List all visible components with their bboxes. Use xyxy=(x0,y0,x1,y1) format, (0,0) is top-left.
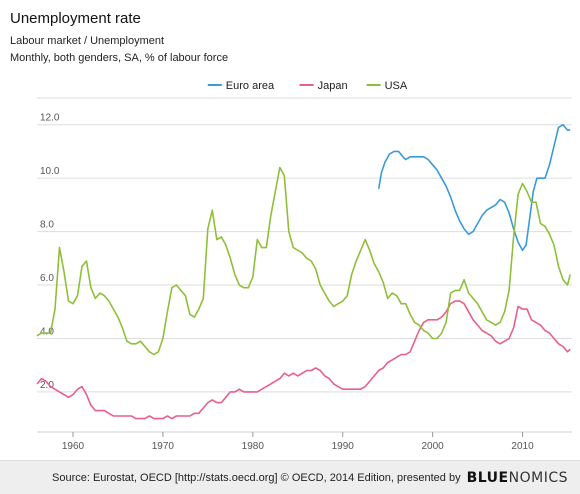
x-tick-label: 1990 xyxy=(332,441,355,452)
x-tick-label: 2010 xyxy=(511,441,534,452)
legend-label-usa: USA xyxy=(385,80,408,92)
x-tick-label: 2000 xyxy=(422,441,445,452)
x-tick-label: 1960 xyxy=(62,441,85,452)
brand-logo-bold: BLUE xyxy=(466,469,509,486)
chart-canvas: 2.0 4.0 6.0 8.0 10.0 12.0 1960 1970 1980 1990 2000… xyxy=(36,80,572,452)
y-tick-label: 2.0 xyxy=(40,380,54,391)
x-tick-label: 1970 xyxy=(152,441,175,452)
series-line-japan xyxy=(36,300,571,420)
chart-subtitle-line-2: Monthly, both genders, SA, % of labour f… xyxy=(10,52,229,64)
footer-bar: Source: Eurostat, OECD [http://stats.oec… xyxy=(0,460,580,494)
y-tick-label: 12.0 xyxy=(40,113,60,124)
chart-header: Unemployment rate Labour market / Unempl… xyxy=(10,10,228,67)
y-tick-label: 6.0 xyxy=(40,273,54,284)
legend-label-japan: Japan xyxy=(318,80,348,92)
chart-title: Unemployment rate xyxy=(10,10,141,27)
y-tick-label: 4.0 xyxy=(40,326,54,337)
legend-label-euro-area: Euro area xyxy=(226,80,275,92)
chart-subtitle-line-1: Labour market / Unemployment xyxy=(10,35,165,47)
series-line-euro-area xyxy=(377,123,571,252)
x-tick-label: 1980 xyxy=(242,441,265,452)
brand-logo: BLUENOMICS xyxy=(467,470,568,486)
y-tick-label: 10.0 xyxy=(40,166,60,177)
brand-logo-rest: NOMICS xyxy=(508,469,568,486)
series-line-usa xyxy=(36,166,571,356)
y-tick-label: 8.0 xyxy=(40,220,54,231)
source-text: Source: Eurostat, OECD [http://stats.oec… xyxy=(52,471,461,484)
